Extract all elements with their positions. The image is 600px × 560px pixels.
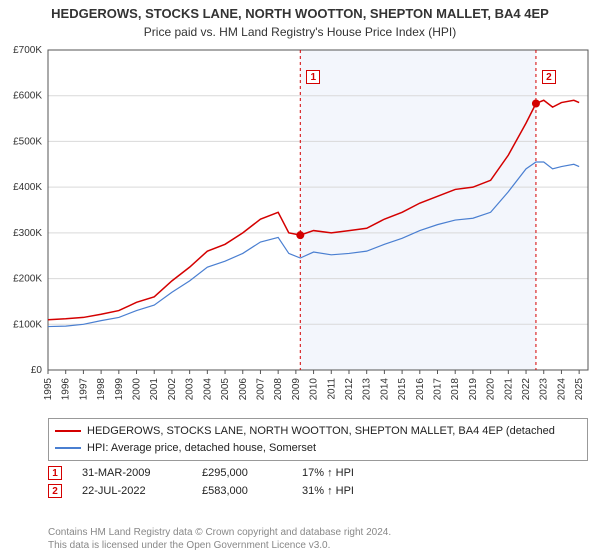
svg-text:2003: 2003 [185, 378, 196, 401]
svg-text:1998: 1998 [96, 378, 107, 401]
svg-text:2012: 2012 [344, 378, 355, 401]
svg-text:2010: 2010 [309, 378, 320, 401]
event-badge: 1 [48, 466, 62, 480]
chart-subtitle: Price paid vs. HM Land Registry's House … [0, 23, 600, 39]
event-price: £295,000 [202, 467, 282, 479]
svg-text:2000: 2000 [132, 378, 143, 401]
svg-text:1999: 1999 [114, 378, 125, 401]
svg-text:2018: 2018 [450, 378, 461, 401]
event-delta: 31% ↑ HPI [302, 485, 392, 497]
svg-text:2005: 2005 [220, 378, 231, 401]
chart-event-badge: 2 [542, 70, 556, 84]
svg-text:1995: 1995 [43, 378, 54, 401]
svg-text:£200K: £200K [13, 274, 42, 285]
credits: Contains HM Land Registry data © Crown c… [48, 526, 588, 552]
svg-text:2024: 2024 [556, 378, 567, 401]
svg-text:2008: 2008 [273, 378, 284, 401]
svg-text:2017: 2017 [433, 378, 444, 401]
svg-text:2001: 2001 [149, 378, 160, 401]
legend-swatch [55, 430, 81, 432]
svg-text:2004: 2004 [202, 378, 213, 401]
svg-text:1996: 1996 [61, 378, 72, 401]
svg-text:2023: 2023 [539, 378, 550, 401]
event-row: 2 22-JUL-2022 £583,000 31% ↑ HPI [48, 484, 588, 498]
event-table: 1 31-MAR-2009 £295,000 17% ↑ HPI 2 22-JU… [48, 462, 588, 502]
svg-text:£0: £0 [31, 365, 43, 376]
svg-text:2021: 2021 [503, 378, 514, 401]
svg-text:£400K: £400K [13, 182, 42, 193]
chart-svg: £0£100K£200K£300K£400K£500K£600K£700K199… [48, 50, 588, 410]
svg-text:£700K: £700K [13, 45, 42, 56]
svg-text:£600K: £600K [13, 91, 42, 102]
event-date: 22-JUL-2022 [82, 485, 182, 497]
svg-text:2002: 2002 [167, 378, 178, 401]
svg-text:2013: 2013 [362, 378, 373, 401]
event-row: 1 31-MAR-2009 £295,000 17% ↑ HPI [48, 466, 588, 480]
legend-label: HEDGEROWS, STOCKS LANE, NORTH WOOTTON, S… [87, 423, 555, 440]
svg-text:2011: 2011 [326, 378, 337, 400]
legend-box: HEDGEROWS, STOCKS LANE, NORTH WOOTTON, S… [48, 418, 588, 461]
chart-title: HEDGEROWS, STOCKS LANE, NORTH WOOTTON, S… [0, 0, 600, 23]
legend-swatch [55, 447, 81, 449]
legend-row: HEDGEROWS, STOCKS LANE, NORTH WOOTTON, S… [55, 423, 581, 440]
svg-text:2022: 2022 [521, 378, 532, 401]
event-badge: 2 [48, 484, 62, 498]
svg-text:2009: 2009 [291, 378, 302, 401]
svg-text:£500K: £500K [13, 136, 42, 147]
svg-text:2019: 2019 [468, 378, 479, 401]
chart-area: £0£100K£200K£300K£400K£500K£600K£700K199… [48, 50, 588, 410]
svg-text:2007: 2007 [255, 378, 266, 401]
svg-text:2014: 2014 [379, 378, 390, 401]
svg-text:2025: 2025 [574, 378, 585, 401]
svg-text:2016: 2016 [415, 378, 426, 401]
event-delta: 17% ↑ HPI [302, 467, 392, 479]
event-price: £583,000 [202, 485, 282, 497]
legend-label: HPI: Average price, detached house, Some… [87, 440, 316, 457]
svg-text:1997: 1997 [78, 378, 89, 401]
svg-text:£100K: £100K [13, 319, 42, 330]
credits-line: This data is licensed under the Open Gov… [48, 539, 588, 552]
page-root: HEDGEROWS, STOCKS LANE, NORTH WOOTTON, S… [0, 0, 600, 560]
credits-line: Contains HM Land Registry data © Crown c… [48, 526, 588, 539]
svg-text:£300K: £300K [13, 228, 42, 239]
legend-row: HPI: Average price, detached house, Some… [55, 440, 581, 457]
svg-text:2006: 2006 [238, 378, 249, 401]
chart-event-badge: 1 [306, 70, 320, 84]
svg-text:2020: 2020 [486, 378, 497, 401]
svg-text:2015: 2015 [397, 378, 408, 401]
event-date: 31-MAR-2009 [82, 467, 182, 479]
